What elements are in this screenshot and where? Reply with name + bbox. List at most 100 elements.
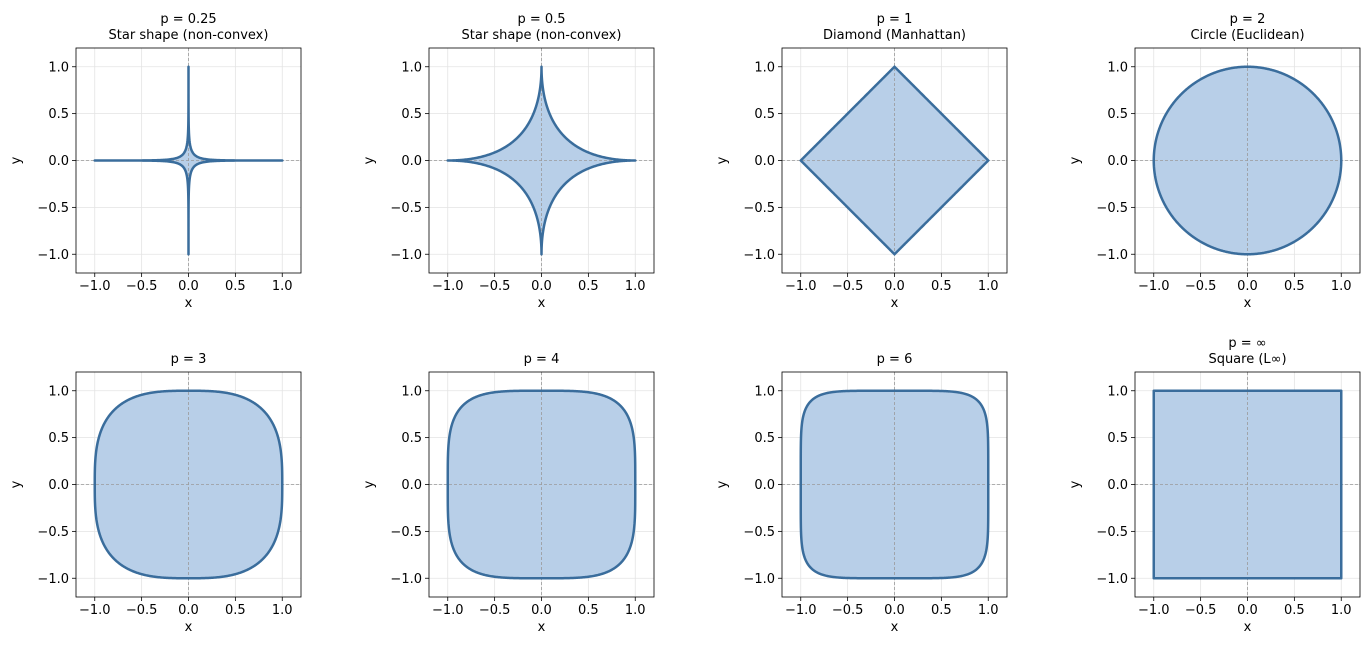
y-tick-label: −1.0 [37,248,69,263]
x-tick-label: 0.5 [1284,603,1305,618]
y-axis-label: y [1068,480,1083,488]
y-tick-label: −0.5 [1096,525,1128,540]
x-axis-label: x [185,296,193,311]
subplot-title: p = 1 [877,12,913,27]
y-tick-label: 0.5 [1107,107,1128,122]
unit-ball-outline [799,65,990,256]
x-tick-label: 0.5 [1284,279,1305,294]
y-tick-label: −0.5 [37,201,69,216]
x-tick-label: −0.5 [126,279,158,294]
x-tick-label: 0.0 [884,603,905,618]
x-tick-label: −0.5 [1185,279,1217,294]
y-tick-label: 0.5 [401,107,422,122]
unit-ball-outline [93,389,284,580]
unit-ball-outline [1152,65,1343,256]
x-axis-label: x [1244,620,1252,635]
y-tick-label: 0.5 [48,107,69,122]
subplot-6: −1.0 −0.5 0.0 0.5 1.0 −1.0 −0.5 0.0 0.5 1.0 x y p = … [362,352,655,635]
subplot-subtitle: Square (L∞) [1208,352,1286,367]
x-axis-label: x [1244,296,1252,311]
x-tick-label: 1.0 [272,279,293,294]
x-tick-label: −0.5 [832,603,864,618]
subplot-subtitle: Diamond (Manhattan) [823,28,966,43]
subplot-title: p = 2 [1230,12,1266,27]
subplot-1: −1.0 −0.5 0.0 0.5 1.0 −1.0 −0.5 0.0 0.5 1.0 x y p = … [9,12,302,311]
x-axis-label: x [891,620,899,635]
y-axis-label: y [9,156,24,164]
y-tick-label: −1.0 [1096,248,1128,263]
x-tick-label: 1.0 [978,603,999,618]
y-tick-label: −1.0 [37,572,69,587]
subplot-subtitle: Circle (Euclidean) [1190,28,1304,43]
x-tick-label: −0.5 [479,603,511,618]
y-tick-label: −0.5 [743,201,775,216]
y-tick-label: −0.5 [390,525,422,540]
x-tick-label: 0.5 [931,279,952,294]
x-tick-label: 0.5 [225,279,246,294]
y-tick-label: −1.0 [390,248,422,263]
x-tick-label: −1.0 [79,603,111,618]
subplot-title: p = 3 [171,352,207,367]
x-tick-label: −1.0 [432,279,464,294]
y-tick-label: 0.5 [401,431,422,446]
y-tick-label: −1.0 [1096,572,1128,587]
x-tick-label: −1.0 [432,603,464,618]
y-tick-label: 0.0 [754,478,775,493]
subplot-3: −1.0 −0.5 0.0 0.5 1.0 −1.0 −0.5 0.0 0.5 1.0 x y p = … [715,12,1008,311]
x-tick-label: −0.5 [126,603,158,618]
subplot-title: p = ∞ [1228,336,1266,351]
y-axis-label: y [9,480,24,488]
x-axis-label: x [538,620,546,635]
x-tick-label: −0.5 [1185,603,1217,618]
x-tick-label: 1.0 [625,603,646,618]
y-tick-label: 0.0 [401,478,422,493]
y-tick-label: 1.0 [1107,384,1128,399]
y-tick-label: 1.0 [401,384,422,399]
subplot-2: −1.0 −0.5 0.0 0.5 1.0 −1.0 −0.5 0.0 0.5 1.0 x y p = … [362,12,655,311]
y-tick-label: 1.0 [754,384,775,399]
subplot-5: −1.0 −0.5 0.0 0.5 1.0 −1.0 −0.5 0.0 0.5 1.0 x y p = … [9,352,302,635]
x-tick-label: 0.0 [178,603,199,618]
y-tick-label: 0.0 [754,154,775,169]
x-tick-label: 0.5 [578,603,599,618]
subplot-4: −1.0 −0.5 0.0 0.5 1.0 −1.0 −0.5 0.0 0.5 1.0 x y p = … [1068,12,1361,311]
y-axis-label: y [1068,156,1083,164]
y-tick-label: 0.5 [754,107,775,122]
y-tick-label: 0.0 [48,478,69,493]
subplot-subtitle: Star shape (non-convex) [109,28,269,43]
x-tick-label: 0.0 [531,279,552,294]
x-axis-label: x [891,296,899,311]
subplot-8: −1.0 −0.5 0.0 0.5 1.0 −1.0 −0.5 0.0 0.5 1.0 x y p = … [1068,336,1361,635]
x-axis-label: x [185,620,193,635]
y-axis-label: y [362,156,377,164]
y-tick-label: −1.0 [390,572,422,587]
y-tick-label: 1.0 [754,60,775,75]
subplot-title: p = 4 [524,352,560,367]
y-tick-label: −0.5 [1096,201,1128,216]
y-tick-label: 1.0 [48,60,69,75]
x-tick-label: 1.0 [1331,603,1352,618]
x-tick-label: −1.0 [1138,279,1170,294]
x-tick-label: −0.5 [832,279,864,294]
subplot-7: −1.0 −0.5 0.0 0.5 1.0 −1.0 −0.5 0.0 0.5 1.0 x y p = … [715,352,1008,635]
subplot-title: p = 0.5 [517,12,565,27]
y-axis-label: y [715,156,730,164]
x-tick-label: 0.0 [1237,603,1258,618]
subplot-title: p = 0.25 [160,12,216,27]
x-tick-label: 0.0 [1237,279,1258,294]
subplot-title: p = 6 [877,352,913,367]
x-tick-label: −0.5 [479,279,511,294]
y-tick-label: 1.0 [48,384,69,399]
y-tick-label: 0.0 [1107,478,1128,493]
y-tick-label: 0.0 [401,154,422,169]
x-tick-label: −1.0 [785,279,817,294]
y-axis-label: y [715,480,730,488]
x-tick-label: 0.0 [178,279,199,294]
y-tick-label: 0.5 [1107,431,1128,446]
y-tick-label: 1.0 [401,60,422,75]
unit-ball-outline [446,389,637,580]
y-tick-label: 0.0 [1107,154,1128,169]
unit-ball-outline [1152,389,1343,580]
x-tick-label: 0.0 [531,603,552,618]
y-tick-label: −1.0 [743,248,775,263]
